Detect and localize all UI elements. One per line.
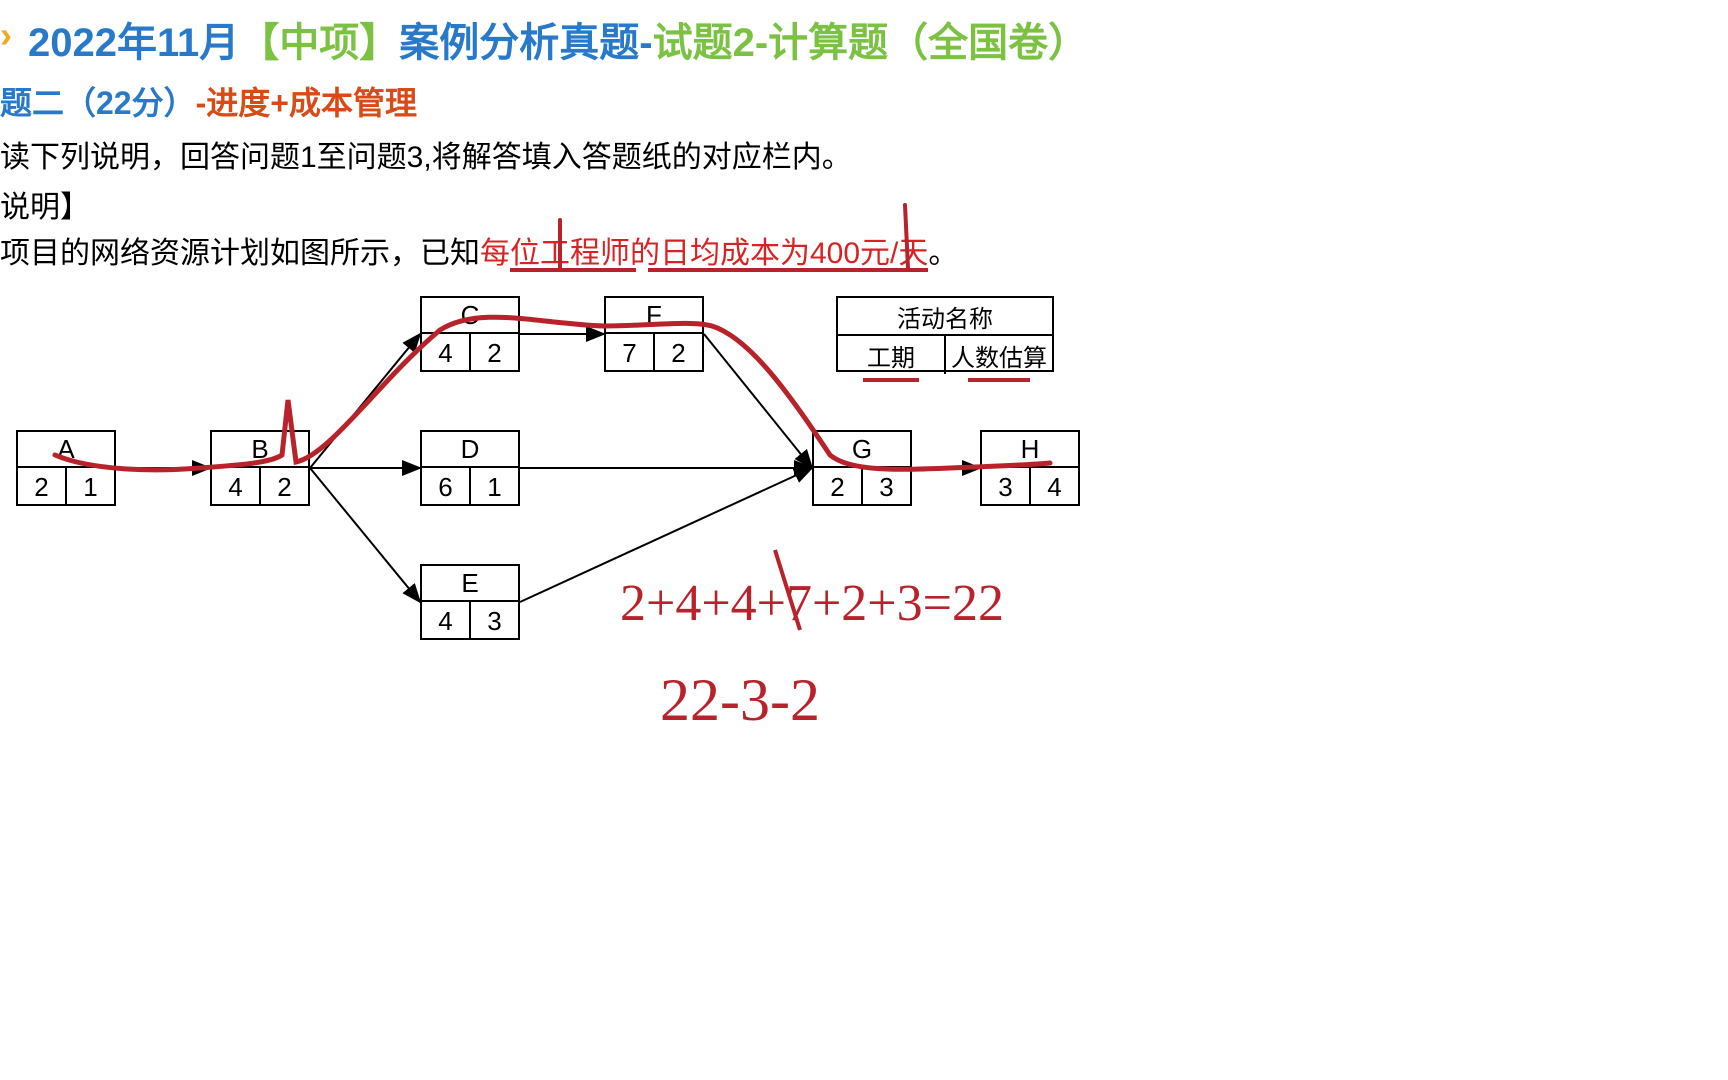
line3-highlight: 每位工程师的日均成本为400元/天 — [480, 237, 928, 270]
title-chevron: › — [0, 14, 12, 56]
edge-B-E — [310, 468, 420, 602]
node-duration: 6 — [422, 468, 471, 506]
node-D: D61 — [420, 430, 520, 506]
node-label: A — [18, 432, 114, 468]
handwriting-strike — [775, 550, 800, 630]
instruction-line-1: 读下列说明，回答问题1至问题3,将解答填入答题纸的对应栏内。 — [0, 132, 852, 176]
node-label: H — [982, 432, 1078, 468]
red-underline — [648, 268, 928, 272]
node-E: E43 — [420, 564, 520, 640]
node-people: 2 — [261, 468, 308, 506]
title-dash: - — [639, 21, 652, 65]
line3-suffix: 。 — [928, 237, 958, 270]
node-F: F72 — [604, 296, 704, 372]
edge-B-C — [310, 334, 420, 468]
instruction-line-3: 项目的网络资源计划如图所示，已知每位工程师的日均成本为400元/天。 — [0, 228, 958, 272]
node-H: H34 — [980, 430, 1080, 506]
subtitle-topic: -进度+成本管理 — [196, 85, 417, 121]
legend-title: 活动名称 — [838, 298, 1052, 336]
line3-prefix: 项目的网络资源计划如图所示，已知 — [0, 237, 480, 270]
node-label: E — [422, 566, 518, 602]
title-level: 【中项】 — [239, 21, 399, 65]
node-duration: 4 — [422, 334, 471, 372]
node-A: A21 — [16, 430, 116, 506]
handwriting-line-1: 2+4+4+7+2+3=22 — [620, 575, 1004, 632]
legend-box: 活动名称 工期 人数估算 — [836, 296, 1054, 372]
node-duration: 7 — [606, 334, 655, 372]
node-people: 1 — [471, 468, 518, 506]
edge-F-G — [704, 334, 812, 468]
node-label: D — [422, 432, 518, 468]
red-underline — [968, 378, 1030, 382]
node-duration: 2 — [18, 468, 67, 506]
edge-E-G — [520, 468, 812, 602]
title-year: 2022年11月 — [28, 21, 239, 65]
node-label: F — [606, 298, 702, 334]
node-duration: 2 — [814, 468, 863, 506]
legend-duration: 工期 — [838, 336, 946, 374]
handwriting-line-2: 22-3-2 — [660, 667, 820, 733]
node-people: 3 — [471, 602, 518, 640]
node-people: 4 — [1031, 468, 1078, 506]
node-label: G — [814, 432, 910, 468]
subtitle-num: 题二（22分） — [0, 85, 196, 121]
instruction-line-2: 说明】 — [0, 182, 90, 226]
node-people: 3 — [863, 468, 910, 506]
node-people: 2 — [655, 334, 702, 372]
node-duration: 3 — [982, 468, 1031, 506]
node-duration: 4 — [212, 468, 261, 506]
node-people: 2 — [471, 334, 518, 372]
node-G: G23 — [812, 430, 912, 506]
legend-people: 人数估算 — [946, 336, 1052, 374]
node-duration: 4 — [422, 602, 471, 640]
title-main: 案例分析真题 — [399, 21, 639, 65]
red-underline — [863, 378, 919, 382]
title-sub: 试题2-计算题（全国卷） — [653, 21, 1089, 65]
subtitle: 题二（22分）-进度+成本管理 — [0, 78, 417, 124]
node-people: 1 — [67, 468, 114, 506]
page-title: 2022年11月【中项】案例分析真题-试题2-计算题（全国卷） — [28, 10, 1088, 68]
node-C: C42 — [420, 296, 520, 372]
red-underline — [510, 268, 636, 272]
node-label: C — [422, 298, 518, 334]
node-B: B42 — [210, 430, 310, 506]
node-label: B — [212, 432, 308, 468]
